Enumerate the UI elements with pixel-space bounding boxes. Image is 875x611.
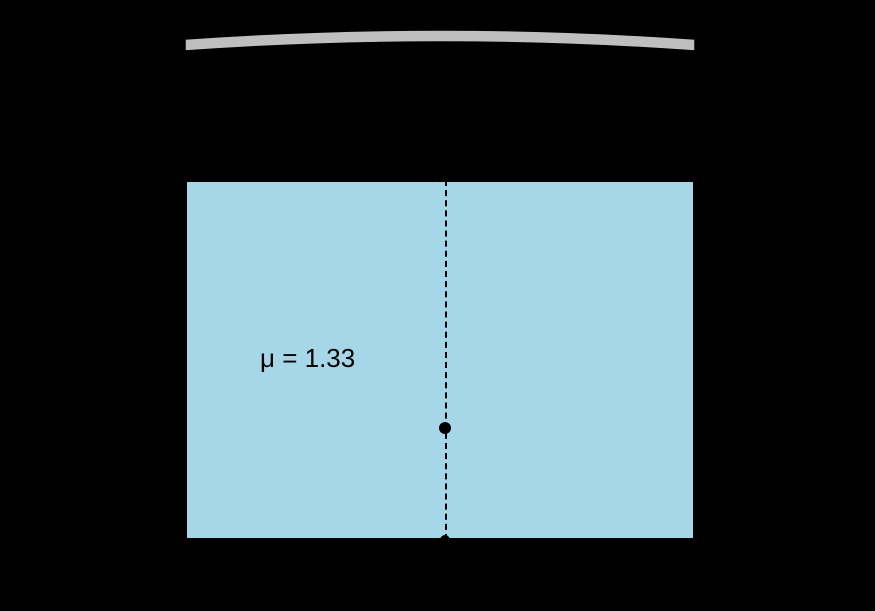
optical-axis bbox=[445, 180, 447, 540]
diagram-canvas: μ = 1.33 bbox=[0, 0, 875, 611]
object-point bbox=[439, 422, 451, 434]
bottom-axis-point bbox=[440, 535, 450, 545]
mirror-body bbox=[185, 30, 695, 51]
refractive-index-label: μ = 1.33 bbox=[260, 345, 355, 371]
